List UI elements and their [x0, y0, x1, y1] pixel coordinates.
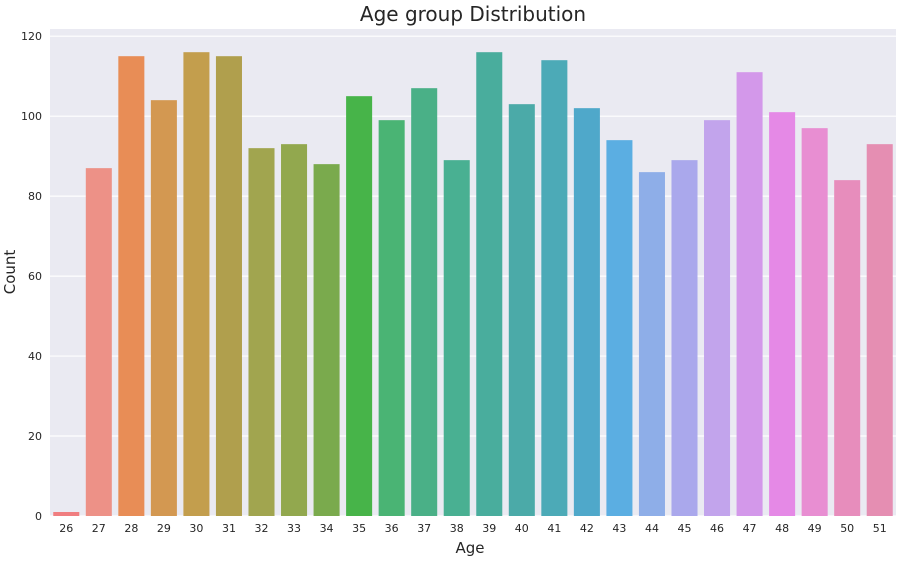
y-tick-label: 80: [28, 190, 42, 203]
bar-31: [215, 56, 242, 516]
x-tick-label: 42: [580, 522, 594, 535]
x-tick-label: 47: [743, 522, 757, 535]
x-tick-label: 44: [645, 522, 659, 535]
x-tick-label: 46: [710, 522, 724, 535]
bar-46: [704, 120, 731, 516]
bar-37: [411, 88, 438, 517]
bars: [53, 52, 893, 517]
y-tick-label: 40: [28, 350, 42, 363]
bar-33: [281, 144, 308, 516]
bar-41: [541, 60, 568, 516]
bar-50: [834, 180, 861, 516]
x-tick-label: 29: [157, 522, 171, 535]
bar-30: [183, 52, 210, 516]
x-tick-label: 33: [287, 522, 301, 535]
x-tick-label: 38: [450, 522, 464, 535]
x-tick-label: 51: [873, 522, 887, 535]
bar-29: [150, 100, 177, 516]
bar-38: [443, 160, 470, 516]
bar-27: [85, 168, 112, 516]
bar-44: [638, 172, 665, 516]
bar-43: [606, 140, 633, 516]
x-tick-label: 32: [255, 522, 269, 535]
y-tick-labels: 0 20 40 60 80 100 120: [21, 30, 42, 523]
bar-51: [866, 144, 893, 516]
x-tick-label: 26: [59, 522, 73, 535]
x-tick-label: 41: [547, 522, 561, 535]
x-tick-label: 40: [515, 522, 529, 535]
x-tick-label: 28: [124, 522, 138, 535]
bar-48: [769, 112, 796, 517]
x-tick-label: 27: [92, 522, 106, 535]
bar-39: [476, 52, 503, 516]
x-tick-label: 35: [352, 522, 366, 535]
bar-49: [801, 128, 828, 516]
y-tick-label: 100: [21, 110, 42, 123]
y-tick-label: 120: [21, 30, 42, 43]
x-tick-label: 37: [417, 522, 431, 535]
bar-28: [118, 56, 145, 516]
bar-35: [346, 96, 373, 516]
bar-47: [736, 72, 763, 517]
bar-40: [508, 104, 535, 516]
x-tick-label: 43: [612, 522, 626, 535]
x-tick-labels: 26 27 28 29 30 31 32 33 34 35 36 37 38 39 40 41 42 43 44 45…: [59, 522, 886, 535]
y-tick-label: 20: [28, 430, 42, 443]
bar-36: [378, 120, 405, 516]
bar-32: [248, 148, 275, 516]
bar-26: [53, 512, 80, 516]
x-tick-label: 31: [222, 522, 236, 535]
x-tick-label: 50: [840, 522, 854, 535]
x-tick-label: 39: [482, 522, 496, 535]
x-tick-label: 49: [808, 522, 822, 535]
y-axis-label: Count: [1, 250, 19, 295]
x-tick-label: 30: [189, 522, 203, 535]
x-axis-label: Age: [455, 539, 484, 557]
x-tick-label: 36: [385, 522, 399, 535]
x-tick-label: 34: [320, 522, 334, 535]
bar-45: [671, 160, 698, 516]
bar-34: [313, 164, 340, 516]
x-tick-label: 48: [775, 522, 789, 535]
y-tick-label: 0: [35, 510, 42, 523]
bar-42: [573, 108, 600, 517]
chart-title: Age group Distribution: [360, 2, 586, 26]
y-tick-label: 60: [28, 270, 42, 283]
x-tick-label: 45: [678, 522, 692, 535]
